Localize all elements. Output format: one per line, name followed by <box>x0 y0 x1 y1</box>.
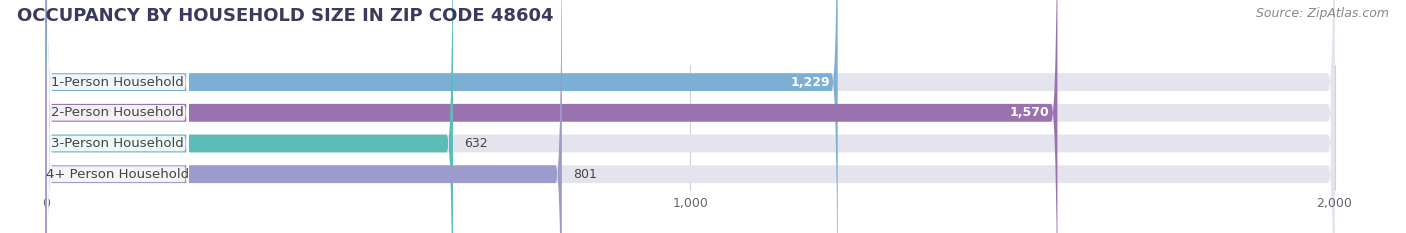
Text: Source: ZipAtlas.com: Source: ZipAtlas.com <box>1256 7 1389 20</box>
Text: 632: 632 <box>464 137 488 150</box>
FancyBboxPatch shape <box>46 0 838 233</box>
Text: 4+ Person Household: 4+ Person Household <box>46 168 190 181</box>
FancyBboxPatch shape <box>46 0 188 233</box>
FancyBboxPatch shape <box>46 0 562 233</box>
FancyBboxPatch shape <box>46 0 188 233</box>
Text: 801: 801 <box>574 168 598 181</box>
FancyBboxPatch shape <box>46 0 1334 233</box>
Text: 3-Person Household: 3-Person Household <box>52 137 184 150</box>
FancyBboxPatch shape <box>46 0 188 233</box>
Text: 2-Person Household: 2-Person Household <box>52 106 184 119</box>
Text: OCCUPANCY BY HOUSEHOLD SIZE IN ZIP CODE 48604: OCCUPANCY BY HOUSEHOLD SIZE IN ZIP CODE … <box>17 7 554 25</box>
FancyBboxPatch shape <box>46 0 1057 233</box>
FancyBboxPatch shape <box>46 0 1334 233</box>
Text: 1,229: 1,229 <box>790 76 830 89</box>
FancyBboxPatch shape <box>46 0 188 233</box>
FancyBboxPatch shape <box>46 0 453 233</box>
FancyBboxPatch shape <box>46 0 1334 233</box>
Text: 1-Person Household: 1-Person Household <box>52 76 184 89</box>
Text: 1,570: 1,570 <box>1010 106 1050 119</box>
FancyBboxPatch shape <box>46 0 1334 233</box>
